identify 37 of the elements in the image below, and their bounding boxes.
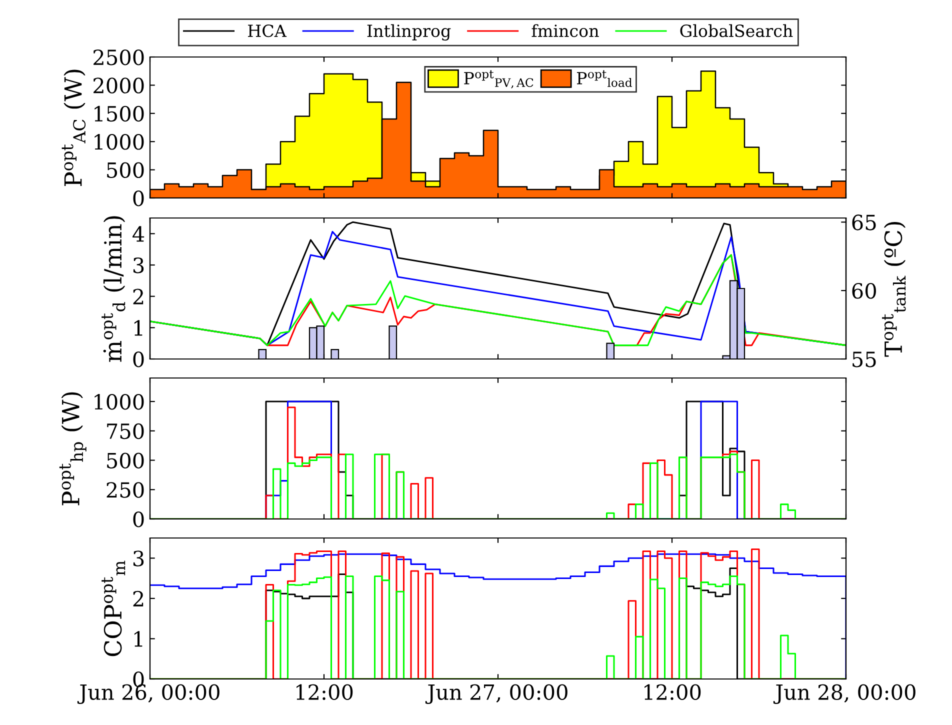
y-tick-label: 1000 (94, 394, 144, 410)
y-tick-label: 2500 (94, 49, 144, 66)
y2-tick-label: 55 (852, 352, 876, 368)
y-axis-title: P$^{opt}$$_{AC}$ (W) (62, 70, 86, 186)
legend-label: Intlinprog (367, 24, 451, 41)
legend-label: P$^{opt}$$_{load}$ (576, 70, 632, 87)
y-tick-label: 500 (107, 452, 144, 468)
y-axis-title: P$^{opt}$$_{hp}$ (W) (59, 392, 86, 506)
y-tick-label: 2 (133, 288, 144, 304)
legend-label: GlobalSearch (680, 24, 793, 38)
y-tick-label: 1 (134, 320, 142, 336)
y-tick-label: 1500 (94, 106, 144, 122)
x-tick-label: Jun 27, 00:00 (425, 684, 568, 704)
y-tick-label: 250 (106, 482, 144, 498)
y2-tick-label: 65 (852, 214, 876, 230)
y-tick-label: 500 (107, 162, 144, 178)
y2-axis-title: T$^{opt}$$_{tank}$ (ºC) (882, 222, 906, 357)
y-tick-label: 750 (107, 423, 144, 440)
y-tick-label: 2 (133, 590, 144, 606)
legend-label: fmincon (532, 24, 599, 38)
y-tick-label: 0 (133, 511, 144, 528)
y-tick-label: 1 (134, 631, 142, 647)
y2-tick-label: 60 (852, 283, 876, 299)
y-tick-label: 0 (133, 351, 144, 368)
y-tick-label: 3 (133, 257, 144, 274)
y-tick-label: 1000 (94, 134, 144, 150)
x-tick-label: 12:00 (644, 684, 701, 700)
y-tick-label: 0 (133, 190, 144, 206)
x-tick-label: Jun 28, 00:00 (773, 684, 916, 704)
y-axis-title: ṁ$^{opt}$$_{d}$ (l/min) (102, 216, 126, 362)
legend-label: HCA (248, 24, 287, 38)
y-axis-title: COP$^{opt}$$_{m}$ (102, 560, 126, 656)
y-tick-label: 3 (133, 550, 144, 566)
legend-label: P$^{opt}$$_{PV,AC}$ (464, 70, 534, 88)
y-tick-label: 2000 (94, 78, 144, 94)
y-tick-label: 4 (132, 226, 144, 242)
x-tick-label: 12:00 (296, 684, 353, 700)
